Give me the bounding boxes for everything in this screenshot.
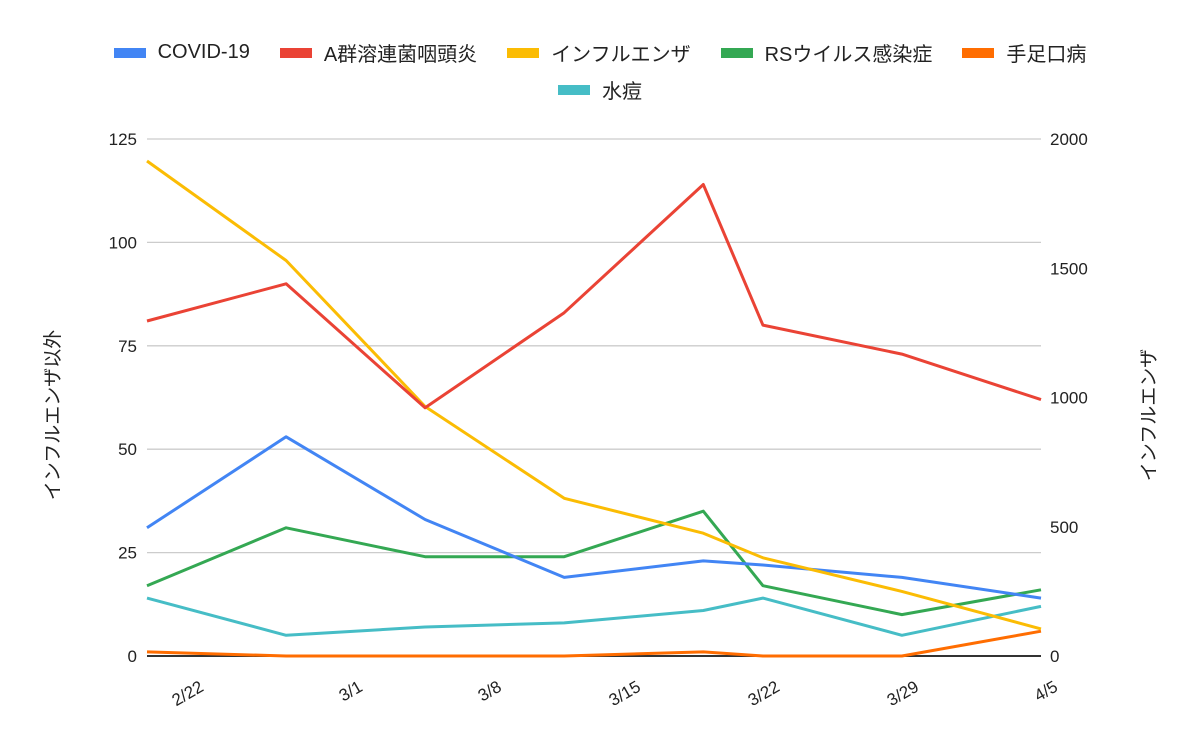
legend-item-hfmd[interactable]: 手足口病 (962, 38, 1086, 67)
x-tick-label: 3/22 (745, 677, 783, 710)
left-tick-label: 125 (109, 130, 137, 149)
right-tick-label: 1000 (1050, 389, 1088, 408)
legend-swatch (507, 47, 540, 58)
series-line-4 (146, 629, 1042, 658)
legend-label: A群溶連菌咽頭炎 (323, 44, 478, 66)
legend-swatch (962, 47, 995, 58)
right-tick-label: 500 (1050, 518, 1078, 537)
left-tick-label: 100 (109, 233, 137, 252)
legend-label: インフルエンザ (551, 44, 691, 66)
legend-item-influenza[interactable]: インフルエンザ (507, 38, 691, 67)
left-tick-label: 25 (118, 544, 137, 563)
right-tick-label: 1500 (1050, 259, 1088, 278)
legend-label: COVID-19 (157, 41, 250, 63)
right-axis-title: インフルエンザ (1139, 349, 1160, 481)
x-tick-label: 3/29 (884, 677, 922, 710)
legend-swatch (720, 47, 753, 58)
legend-swatch (558, 84, 590, 95)
series-line-2 (146, 159, 1042, 631)
legend-row-2: 水痘 (0, 75, 1200, 104)
x-tick-label: 3/1 (336, 677, 366, 705)
legend-item-strep[interactable]: A群溶連菌咽頭炎 (279, 38, 478, 67)
series-line-0 (146, 435, 1042, 600)
series-line-3 (146, 509, 1042, 617)
legend-item-rsv[interactable]: RSウイルス感染症 (720, 38, 933, 67)
legend-swatch (113, 47, 146, 58)
left-tick-label: 0 (128, 647, 137, 666)
legend-label: RSウイルス感染症 (764, 44, 933, 66)
legend-item-varicella[interactable]: 水痘 (558, 75, 642, 104)
series-line-1 (146, 183, 1042, 410)
legend-item-covid[interactable]: COVID-19 (113, 38, 250, 67)
legend-row-1: COVID-19 A群溶連菌咽頭炎 インフルエンザ RSウイルス感染症 手足口病 (0, 38, 1200, 67)
right-tick-label: 2000 (1050, 130, 1088, 149)
x-tick-label: 3/8 (475, 677, 505, 705)
legend-label: 水痘 (602, 81, 642, 103)
left-tick-label: 50 (118, 440, 137, 459)
legend-swatch (279, 47, 312, 58)
left-tick-label: 75 (118, 337, 137, 356)
left-axis-title: インフルエンザ以外 (42, 330, 64, 500)
x-tick-label: 3/15 (606, 677, 644, 710)
x-tick-label: 2/22 (169, 677, 207, 710)
right-tick-label: 0 (1050, 647, 1059, 666)
series-line-5 (146, 596, 1042, 637)
x-tick-label: 4/5 (1031, 677, 1061, 705)
legend-label: 手足口病 (1006, 44, 1087, 66)
